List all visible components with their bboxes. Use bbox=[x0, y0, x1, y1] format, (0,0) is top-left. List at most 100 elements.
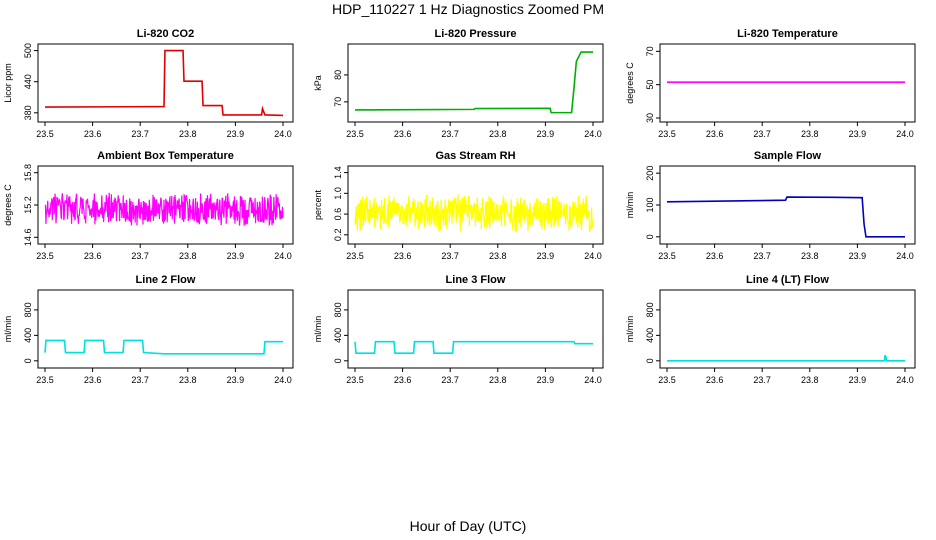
panel-title: Li-820 Temperature bbox=[737, 28, 838, 40]
y-tick-label: 80 bbox=[333, 70, 343, 80]
x-tick-label: 23.8 bbox=[801, 129, 819, 139]
x-tick-label: 23.5 bbox=[658, 251, 676, 261]
x-tick-label: 24.0 bbox=[274, 375, 292, 385]
x-tick-label: 23.6 bbox=[84, 375, 102, 385]
series-line bbox=[354, 340, 593, 354]
x-tick-label: 23.9 bbox=[537, 251, 555, 261]
x-tick-label: 23.7 bbox=[131, 251, 149, 261]
series-line bbox=[667, 354, 905, 362]
x-tick-label: 23.5 bbox=[346, 129, 364, 139]
figure-title: HDP_110227 1 Hz Diagnostics Zoomed PM bbox=[331, 1, 605, 17]
y-tick-label: 200 bbox=[645, 166, 655, 181]
plot-frame bbox=[37, 43, 294, 123]
panel-title: Li-820 CO2 bbox=[137, 28, 194, 40]
y-tick-label: 14.6 bbox=[23, 229, 33, 247]
plot-frame bbox=[347, 165, 604, 245]
x-tick-label: 23.9 bbox=[849, 375, 867, 385]
x-tick-label: 23.5 bbox=[658, 375, 676, 385]
y-tick-label: 380 bbox=[23, 105, 33, 120]
x-tick-label: 23.9 bbox=[227, 129, 245, 139]
panel-title: Sample Flow bbox=[754, 150, 822, 162]
x-tick-label: 23.8 bbox=[179, 251, 197, 261]
x-tick-label: 24.0 bbox=[584, 375, 602, 385]
x-tick-label: 24.0 bbox=[584, 129, 602, 139]
x-tick-label: 23.9 bbox=[227, 251, 245, 261]
x-tick-label: 23.8 bbox=[179, 129, 197, 139]
x-tick-label: 23.5 bbox=[346, 251, 364, 261]
plot-frame bbox=[347, 289, 604, 369]
series-line bbox=[44, 49, 284, 117]
series-line bbox=[354, 51, 593, 114]
x-tick-label: 23.6 bbox=[394, 375, 412, 385]
x-tick-label: 23.8 bbox=[801, 251, 819, 261]
x-tick-label: 23.5 bbox=[658, 129, 676, 139]
x-tick-label: 23.6 bbox=[706, 251, 724, 261]
x-tick-label: 23.8 bbox=[801, 375, 819, 385]
y-tick-label: 100 bbox=[645, 197, 655, 212]
y-axis-label: degrees C bbox=[3, 184, 13, 226]
x-tick-label: 23.6 bbox=[706, 375, 724, 385]
panel-8: Line 4 (LT) Flow ml/min 23.5 23.6 23.7 23.8 23… bbox=[625, 274, 916, 385]
series-line bbox=[44, 339, 283, 355]
y-tick-label: 1.0 bbox=[333, 187, 343, 200]
y-tick-label: 0 bbox=[23, 358, 33, 363]
x-tick-label: 23.9 bbox=[849, 129, 867, 139]
series-line bbox=[44, 192, 284, 227]
y-tick-label: 800 bbox=[23, 302, 33, 317]
x-tick-label: 23.7 bbox=[441, 129, 459, 139]
y-tick-label: 70 bbox=[645, 46, 655, 56]
panel-title: Line 2 Flow bbox=[136, 274, 196, 286]
panel-4: Gas Stream RH percent 23.5 23.6 23.7 23.8 23.9… bbox=[313, 150, 604, 261]
x-tick-label: 24.0 bbox=[896, 375, 914, 385]
y-tick-label: 440 bbox=[23, 74, 33, 89]
y-axis-label: percent bbox=[313, 189, 323, 220]
x-tick-label: 23.7 bbox=[131, 129, 149, 139]
panel-6: Line 2 Flow ml/min 23.5 23.6 23.7 23.8 23.9 24.… bbox=[3, 274, 294, 385]
x-tick-label: 23.5 bbox=[36, 129, 54, 139]
x-tick-label: 24.0 bbox=[274, 251, 292, 261]
y-axis-label: Licor ppm bbox=[3, 63, 13, 103]
panel-0: Li-820 CO2 Licor ppm 23.5 23.6 23.7 23.8 23.9 2… bbox=[3, 28, 294, 139]
x-tick-label: 23.7 bbox=[753, 251, 771, 261]
x-tick-label: 23.6 bbox=[706, 129, 724, 139]
plot-frame bbox=[347, 43, 604, 123]
figure-x-axis-label: Hour of Day (UTC) bbox=[409, 518, 527, 534]
x-tick-label: 23.8 bbox=[179, 375, 197, 385]
x-tick-label: 23.7 bbox=[753, 375, 771, 385]
x-tick-label: 23.6 bbox=[84, 129, 102, 139]
y-tick-label: 800 bbox=[333, 302, 343, 317]
x-tick-label: 23.6 bbox=[394, 251, 412, 261]
x-tick-label: 23.5 bbox=[36, 375, 54, 385]
y-tick-label: 0.2 bbox=[333, 229, 343, 242]
y-tick-label: 15.8 bbox=[23, 164, 33, 182]
x-tick-label: 23.7 bbox=[441, 375, 459, 385]
x-tick-label: 23.7 bbox=[441, 251, 459, 261]
x-tick-label: 23.9 bbox=[227, 375, 245, 385]
y-axis-label: ml/min bbox=[3, 316, 13, 343]
x-tick-label: 23.8 bbox=[489, 375, 507, 385]
x-tick-label: 24.0 bbox=[896, 251, 914, 261]
panel-title: Line 3 Flow bbox=[446, 274, 506, 286]
x-tick-label: 23.6 bbox=[394, 129, 412, 139]
y-tick-label: 400 bbox=[333, 328, 343, 343]
x-tick-label: 23.7 bbox=[753, 129, 771, 139]
y-tick-label: 0 bbox=[645, 358, 655, 363]
y-tick-label: 15.2 bbox=[23, 196, 33, 214]
panel-7: Line 3 Flow ml/min 23.5 23.6 23.7 23.8 23.9 24.… bbox=[313, 274, 604, 385]
x-tick-label: 23.6 bbox=[84, 251, 102, 261]
plot-frame bbox=[659, 165, 916, 245]
panel-3: Ambient Box Temperature degrees C 23.5 23.6… bbox=[3, 150, 294, 261]
y-tick-label: 500 bbox=[23, 43, 33, 58]
y-tick-label: 70 bbox=[333, 97, 343, 107]
y-tick-label: 50 bbox=[645, 80, 655, 90]
y-axis-label: ml/min bbox=[313, 316, 323, 343]
y-tick-label: 0.6 bbox=[333, 208, 343, 221]
x-tick-label: 23.5 bbox=[346, 375, 364, 385]
y-tick-label: 400 bbox=[645, 328, 655, 343]
y-axis-label: ml/min bbox=[625, 192, 635, 219]
y-tick-label: 30 bbox=[645, 113, 655, 123]
series-line bbox=[354, 193, 594, 233]
panel-title: Gas Stream RH bbox=[435, 150, 515, 162]
x-tick-label: 23.8 bbox=[489, 251, 507, 261]
